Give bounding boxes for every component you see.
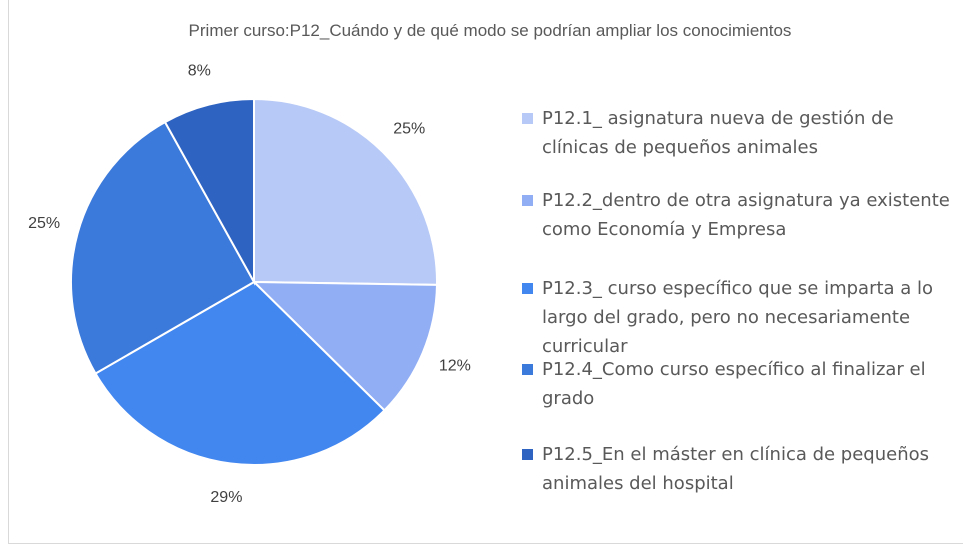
legend-label: P12.5_En el máster en clínica de pequeño… bbox=[542, 444, 930, 494]
data-label: 12% bbox=[439, 357, 471, 374]
pie-slice bbox=[251, 280, 438, 412]
legend-label: P12.3_ curso específico que se imparta a… bbox=[542, 278, 934, 357]
data-label: 8% bbox=[188, 62, 211, 79]
legend-label: P12.2_dentro de otra asignatura ya exist… bbox=[542, 190, 950, 240]
data-label: 29% bbox=[210, 489, 242, 506]
pie-slice bbox=[70, 120, 256, 375]
data-label: 25% bbox=[393, 120, 425, 137]
legend-swatch bbox=[522, 283, 533, 294]
legend-swatch bbox=[522, 113, 533, 124]
data-label: 25% bbox=[28, 215, 60, 232]
legend-label: P12.4_Como curso específico al finalizar… bbox=[542, 359, 926, 409]
chart-title: Primer curso:P12_Cuándo y de qué modo se… bbox=[188, 21, 792, 40]
legend-entry: P12.1_ asignatura nueva de gestión de cl… bbox=[522, 104, 962, 162]
legend-entry: P12.5_En el máster en clínica de pequeño… bbox=[522, 440, 962, 498]
legend-swatch bbox=[522, 364, 533, 375]
chart-frame bbox=[8, 0, 963, 544]
legend-swatch bbox=[522, 195, 533, 206]
pie-slice bbox=[253, 97, 438, 286]
legend-label: P12.1_ asignatura nueva de gestión de cl… bbox=[542, 108, 894, 158]
legend-swatch bbox=[522, 449, 533, 460]
legend-entry: P12.3_ curso específico que se imparta a… bbox=[522, 274, 962, 361]
legend-entry: P12.2_dentro de otra asignatura ya exist… bbox=[522, 186, 962, 244]
legend-entry: P12.4_Como curso específico al finalizar… bbox=[522, 355, 962, 413]
pie-slice bbox=[94, 280, 386, 466]
pie-slice bbox=[163, 97, 255, 286]
